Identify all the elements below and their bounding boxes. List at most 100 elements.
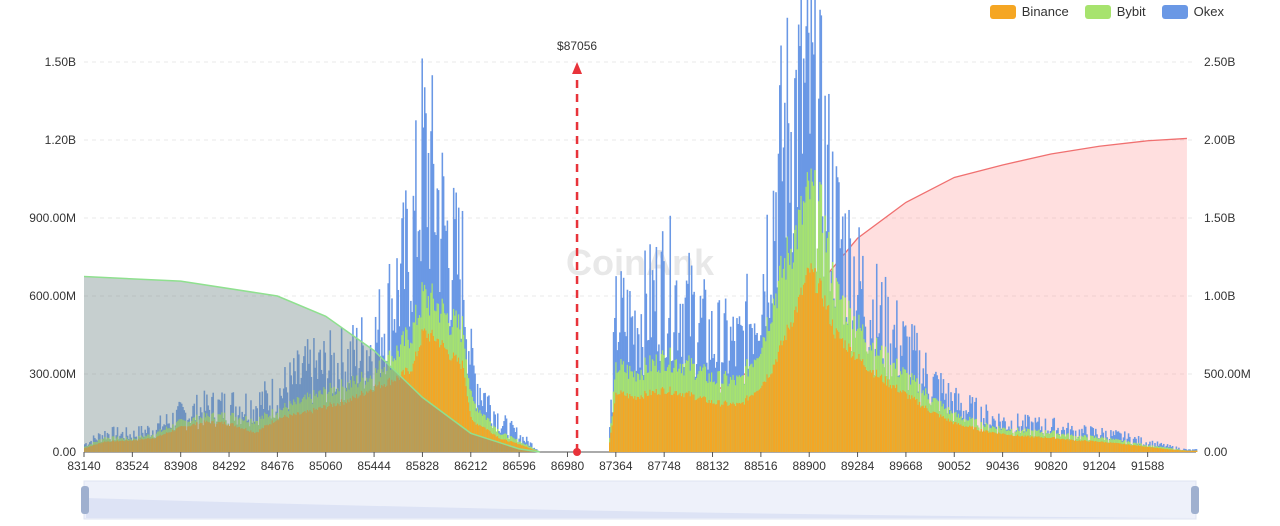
bar-binance bbox=[875, 369, 878, 452]
bar-binance bbox=[654, 392, 656, 452]
left-y-axis: 0.00 300.00M 600.00M 900.00M 1.20B 1.50B bbox=[29, 55, 76, 459]
bar-binance bbox=[908, 394, 911, 452]
bar-binance bbox=[1093, 441, 1096, 452]
bar-binance bbox=[105, 442, 107, 452]
right-axis-tick: 1.50B bbox=[1204, 211, 1235, 225]
bar-binance bbox=[809, 272, 811, 452]
bar-binance bbox=[741, 402, 743, 452]
bar-binance bbox=[389, 385, 392, 452]
bar-binance bbox=[1150, 447, 1152, 452]
bar-binance bbox=[795, 306, 797, 452]
bar-binance bbox=[1122, 444, 1125, 452]
bar-binance bbox=[966, 426, 969, 452]
bar-binance bbox=[682, 393, 684, 452]
bar-binance bbox=[1033, 437, 1035, 452]
bar-binance bbox=[728, 405, 731, 452]
bar-binance bbox=[806, 267, 809, 452]
bar-binance bbox=[655, 388, 658, 452]
bar-binance bbox=[868, 371, 870, 452]
bar-binance bbox=[342, 401, 344, 452]
bar-binance bbox=[212, 420, 214, 452]
bar-binance bbox=[1185, 450, 1188, 452]
bar-binance bbox=[519, 444, 522, 452]
bar-binance bbox=[170, 431, 173, 452]
bar-binance bbox=[792, 322, 795, 452]
bar-binance bbox=[427, 333, 430, 452]
zoom-slider[interactable] bbox=[81, 480, 1199, 520]
bar-binance bbox=[772, 364, 775, 452]
zoom-handle-right[interactable] bbox=[1191, 486, 1199, 514]
bar-binance bbox=[250, 430, 252, 452]
bar-binance bbox=[104, 441, 106, 452]
bar-binance bbox=[86, 447, 89, 452]
bar-binance bbox=[1195, 450, 1198, 452]
bar-binance bbox=[231, 422, 233, 452]
bar-binance bbox=[684, 393, 687, 452]
bar-binance bbox=[120, 440, 123, 452]
bar-binance bbox=[178, 426, 180, 452]
bar-binance bbox=[87, 447, 90, 452]
current-price-dot bbox=[573, 448, 582, 456]
bar-binance bbox=[869, 370, 872, 452]
bar-binance bbox=[888, 387, 891, 452]
bar-binance bbox=[645, 393, 648, 452]
bar-binance bbox=[236, 427, 238, 452]
bar-binance bbox=[643, 398, 645, 452]
bar-binance bbox=[462, 368, 465, 452]
bar-binance bbox=[1110, 442, 1112, 452]
bar-binance bbox=[894, 388, 897, 452]
bar-binance bbox=[887, 379, 889, 452]
legend-item-okex[interactable]: Okex bbox=[1161, 4, 1224, 19]
bar-okex bbox=[655, 246, 658, 452]
bar-binance bbox=[353, 397, 355, 452]
bar-binance bbox=[471, 419, 474, 452]
bar-binance bbox=[114, 441, 116, 452]
right-y-axis: 0.00 500.00M 1.00B 1.50B 2.00B 2.50B bbox=[1204, 55, 1251, 459]
legend-item-binance[interactable]: Binance bbox=[989, 4, 1069, 19]
bar-binance bbox=[320, 408, 323, 452]
bar-binance bbox=[406, 368, 408, 452]
bar-binance bbox=[321, 408, 324, 452]
bar-binance bbox=[174, 430, 177, 452]
bar-binance bbox=[629, 394, 631, 452]
bar-binance bbox=[1149, 446, 1151, 452]
bar-binance bbox=[1126, 444, 1129, 452]
bar-binance bbox=[1078, 440, 1081, 452]
bar-binance bbox=[782, 340, 785, 452]
bar-binance bbox=[237, 427, 240, 452]
bar-binance bbox=[1118, 443, 1121, 452]
bar-binance bbox=[824, 295, 826, 452]
bar-binance bbox=[388, 377, 391, 452]
bar-binance bbox=[879, 375, 882, 452]
bar-binance bbox=[456, 361, 459, 452]
bar-binance bbox=[188, 426, 191, 452]
bar-binance bbox=[799, 294, 801, 452]
bar-binance bbox=[431, 329, 434, 452]
bar-binance bbox=[136, 440, 139, 452]
bar-binance bbox=[164, 433, 167, 452]
bar-binance bbox=[752, 395, 755, 452]
bar-binance bbox=[903, 391, 906, 452]
bar-binance bbox=[936, 413, 938, 452]
bar-binance bbox=[707, 403, 709, 452]
bar-binance bbox=[784, 335, 786, 452]
bar-binance bbox=[403, 374, 406, 452]
bar-binance bbox=[734, 406, 737, 452]
current-price-label: $87056 bbox=[557, 39, 597, 53]
bar-binance bbox=[475, 424, 478, 452]
bar-binance bbox=[898, 392, 901, 452]
zoom-handle-left[interactable] bbox=[81, 486, 89, 514]
bar-binance bbox=[194, 425, 197, 452]
bar-binance bbox=[398, 379, 401, 452]
bar-binance bbox=[175, 428, 178, 452]
bar-binance bbox=[826, 305, 829, 452]
bar-binance bbox=[426, 337, 429, 452]
legend-item-bybit[interactable]: Bybit bbox=[1084, 4, 1146, 19]
bar-binance bbox=[95, 444, 97, 452]
bar-binance bbox=[1156, 447, 1159, 452]
bar-binance bbox=[282, 416, 285, 452]
bar-binance bbox=[476, 423, 479, 452]
bar-binance bbox=[727, 405, 729, 452]
bar-binance bbox=[131, 440, 134, 452]
bar-binance bbox=[995, 433, 998, 452]
